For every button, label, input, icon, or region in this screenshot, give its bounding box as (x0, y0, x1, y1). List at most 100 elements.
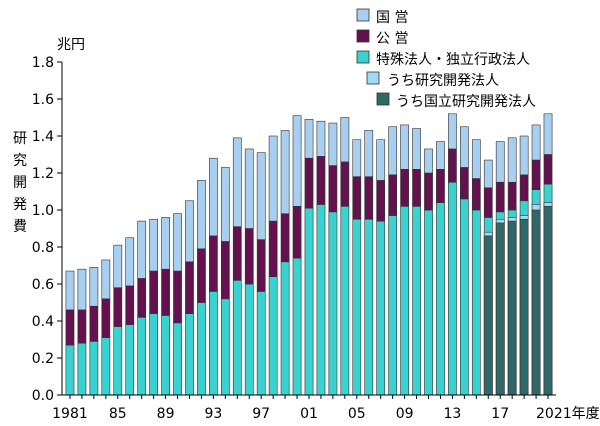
bar-segment-kokuei-2004 (340, 117, 350, 163)
bar-segment-koei-1994 (220, 241, 230, 300)
x-tick-label: 13 (444, 406, 462, 422)
legend-swatch-tokushu (356, 50, 370, 64)
x-tick-label: 09 (396, 406, 414, 422)
x-tick-label: 93 (204, 406, 222, 422)
bar-segment-koei-2000 (292, 206, 302, 259)
bar-segment-kokuei-1993 (209, 157, 218, 237)
bar-segment-tokushu-2001 (304, 207, 314, 396)
bar-segment-koei-1997 (256, 239, 266, 292)
bar-segment-koei-2009 (400, 169, 409, 207)
bar-segment-koei-2010 (412, 169, 421, 207)
y-axis-label-char: 研 (13, 131, 27, 147)
bar-segment-tokushu-1993 (209, 291, 218, 396)
bar-segment-kokuei-1989 (161, 217, 170, 270)
bar-segment-tokushu-1987 (137, 316, 147, 396)
y-unit-label: 兆円 (57, 37, 85, 53)
bar-segment-tokushu-2015 (471, 209, 481, 396)
bar-segment-tokushu-2005 (352, 218, 362, 396)
bar-segment-kokuei-1999 (280, 130, 290, 214)
bar-segment-tokushu-1983 (89, 341, 99, 396)
bar-segment-koei-2015 (471, 178, 481, 211)
bar-segment-tokushu-2014 (459, 198, 469, 396)
bar-segment-koei-1985 (113, 287, 123, 327)
bar-segment-kokuei-2013 (448, 113, 457, 150)
y-axis-label-char: 開 (13, 175, 27, 191)
y-tick-label: 0.2 (32, 351, 54, 367)
bar-segment-kokuei-2021 (543, 113, 553, 155)
bar-segment-kokuei-1996 (244, 148, 254, 229)
bar-segment-kokuei-2011 (424, 148, 433, 174)
bar-segment-koei-2016 (483, 187, 493, 218)
bar-segment-tokushu-2003 (328, 211, 338, 396)
bar-segment-kokuei-1985 (113, 244, 123, 288)
bar-segment-koei-2021 (543, 154, 553, 185)
legend-swatch-kenkyu (366, 71, 380, 85)
y-tick-label: 1.6 (32, 92, 54, 108)
bar-segment-kokuei-2005 (352, 139, 362, 177)
bar-segment-kokuei-1991 (185, 200, 194, 263)
bar-segment-tokushu-2000 (292, 257, 302, 396)
bar-segment-tokushu-1984 (101, 337, 111, 396)
bar-segment-koei-1999 (280, 213, 290, 263)
legend-label-kokuei: 国 営 (376, 10, 408, 26)
bar-segment-kokuei-1984 (101, 259, 111, 300)
bar-segment-kokuei-1992 (197, 180, 206, 250)
x-tick-label: 89 (157, 406, 175, 422)
bar-segment-kokuei-2007 (376, 139, 386, 181)
bar-segment-koei-2005 (352, 176, 362, 220)
bar-segment-tokushu-1985 (113, 326, 123, 396)
bar-segment-koei-1982 (77, 309, 87, 344)
x-tick-label: 2021年度 (536, 406, 600, 422)
bar-segment-kokuei-2012 (436, 141, 445, 170)
bar-segment-koei-2003 (328, 165, 338, 213)
overlay-bar-kokuritsu-2018 (507, 220, 517, 396)
bar-segment-kokuei-1997 (256, 152, 266, 240)
bar-segment-tokushu-1990 (173, 322, 182, 396)
bar-segment-koei-1986 (125, 285, 135, 326)
bar-segment-koei-2017 (495, 181, 505, 213)
bar-segment-koei-1987 (137, 278, 147, 318)
bar-segment-koei-1996 (244, 228, 254, 285)
bar-segment-kokuei-2020 (531, 124, 541, 161)
bar-segment-koei-2001 (304, 157, 314, 209)
bar-segment-tokushu-1994 (220, 298, 230, 396)
bar-segment-tokushu-2011 (424, 209, 433, 396)
overlay-bar-kokuritsu-2016 (483, 235, 493, 396)
bar-segment-koei-2012 (436, 169, 445, 203)
overlay-bar-kokuritsu-2017 (495, 222, 505, 396)
legend-label-kokuritsu: うち国立研究開発法人 (396, 94, 536, 110)
bar-segment-koei-2008 (388, 174, 398, 216)
bar-segment-kokuei-2014 (459, 126, 469, 168)
bar-segment-koei-1988 (149, 270, 159, 314)
bar-segment-kokuei-2018 (507, 137, 517, 183)
bar-segment-tokushu-2004 (340, 206, 350, 396)
bar-segment-tokushu-1981 (65, 344, 75, 396)
bar-segment-koei-1990 (173, 270, 182, 324)
bar-segment-koei-2007 (376, 180, 386, 222)
bar-segment-tokushu-2009 (400, 206, 409, 396)
bar-segment-koei-1989 (161, 268, 170, 316)
bar-segment-tokushu-1982 (77, 342, 87, 396)
bar-segment-kokuei-1988 (149, 218, 159, 272)
y-axis-label-char: 究 (13, 153, 27, 169)
bar-segment-kokuei-2016 (483, 159, 493, 189)
bar-segment-kokuei-2003 (328, 122, 338, 166)
bar-segment-tokushu-1988 (149, 313, 159, 396)
bar-segment-tokushu-2007 (376, 220, 386, 396)
x-ticks: 1981 85 89 93 97 01 05 09 13 17 2021年度 (52, 395, 600, 422)
bar-segment-tokushu-1989 (161, 315, 170, 396)
bar-segment-kokuei-2008 (388, 126, 398, 176)
y-tick-label: 1.8 (32, 55, 54, 71)
legend-swatch-koei (356, 29, 370, 43)
bar-segment-koei-1993 (209, 235, 218, 292)
bar-segment-kokuei-2001 (304, 119, 314, 159)
bar-segment-kokuei-1987 (137, 220, 147, 279)
y-tick-label: 1.0 (32, 203, 54, 219)
y-axis-label-char: 費 (13, 219, 27, 235)
overlay-bar-kokuritsu-2019 (519, 218, 529, 396)
x-tick-label: 97 (252, 406, 270, 422)
x-tick-label: 85 (109, 406, 127, 422)
bar-segment-tokushu-1998 (268, 276, 278, 396)
